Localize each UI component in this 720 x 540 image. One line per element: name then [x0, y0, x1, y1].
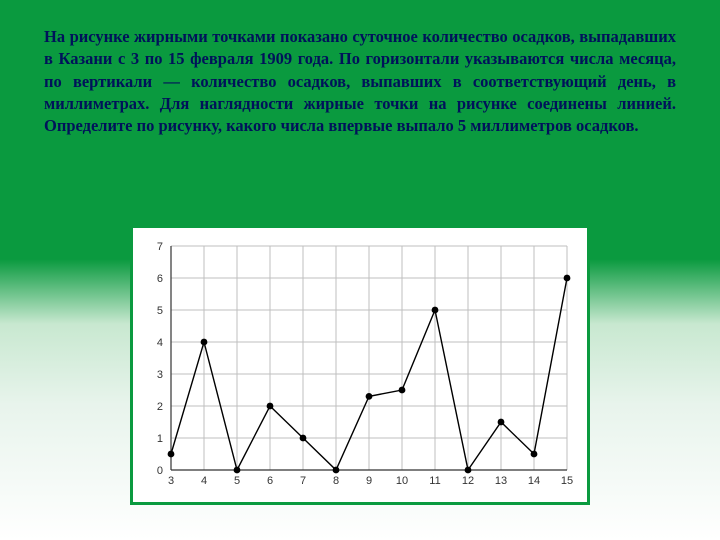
- precipitation-chart: 012345673456789101112131415: [143, 238, 577, 492]
- svg-text:12: 12: [462, 475, 474, 487]
- svg-text:5: 5: [157, 305, 163, 317]
- svg-text:4: 4: [157, 337, 163, 349]
- problem-text: На рисунке жирными точками показано суто…: [44, 26, 676, 137]
- svg-text:11: 11: [429, 475, 440, 487]
- svg-text:6: 6: [157, 273, 163, 285]
- svg-text:14: 14: [528, 475, 540, 487]
- svg-text:9: 9: [366, 475, 372, 487]
- svg-text:10: 10: [396, 475, 408, 487]
- svg-text:0: 0: [157, 465, 163, 477]
- svg-text:3: 3: [157, 369, 163, 381]
- svg-text:6: 6: [267, 475, 273, 487]
- svg-text:8: 8: [333, 475, 339, 487]
- svg-text:7: 7: [157, 241, 163, 253]
- svg-text:5: 5: [234, 475, 240, 487]
- chart-inner: 012345673456789101112131415: [143, 238, 577, 492]
- svg-text:7: 7: [300, 475, 306, 487]
- svg-text:4: 4: [201, 475, 207, 487]
- svg-text:13: 13: [495, 475, 507, 487]
- svg-text:3: 3: [168, 475, 174, 487]
- svg-text:1: 1: [157, 433, 163, 445]
- chart-frame: 012345673456789101112131415: [130, 225, 590, 505]
- svg-text:2: 2: [157, 401, 163, 413]
- svg-text:15: 15: [561, 475, 573, 487]
